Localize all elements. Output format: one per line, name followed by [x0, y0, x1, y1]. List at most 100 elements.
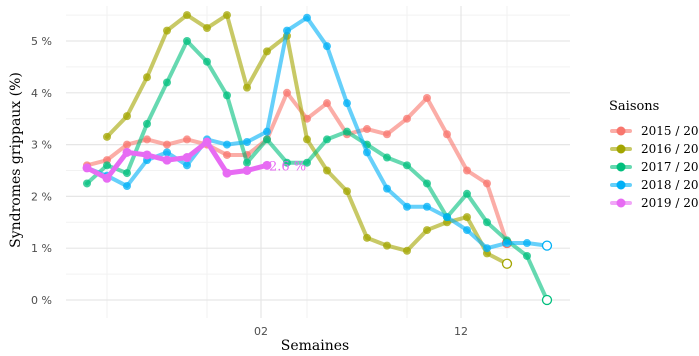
data-point — [523, 251, 531, 260]
y-tick-label: 2 % — [31, 190, 52, 203]
x-axis-title: Semaines — [281, 338, 349, 354]
legend-title: Saisons — [609, 99, 659, 114]
legend-label: 2018 / 2019 — [641, 178, 699, 192]
data-point — [163, 26, 171, 35]
data-point — [223, 150, 231, 159]
data-point — [202, 137, 212, 147]
y-tick-label: 4 % — [31, 87, 52, 100]
data-point — [82, 163, 92, 173]
data-point — [183, 135, 191, 144]
x-tick-label: 02 — [254, 325, 268, 338]
data-point — [243, 138, 251, 147]
data-point — [242, 166, 252, 175]
data-point — [142, 150, 152, 160]
data-point — [463, 226, 471, 235]
y-tick-label: 0 % — [31, 294, 52, 307]
series-end-point — [501, 258, 513, 269]
data-point — [283, 158, 291, 167]
data-point — [183, 161, 191, 170]
series-line — [85, 90, 509, 246]
data-point — [222, 168, 232, 178]
legend-label: 2015 / 2016 — [641, 124, 699, 138]
data-point — [443, 130, 451, 139]
data-point — [283, 26, 291, 35]
data-point — [263, 135, 271, 144]
data-point — [163, 140, 171, 149]
data-point — [323, 99, 331, 108]
data-point — [223, 11, 231, 20]
data-point — [343, 127, 351, 136]
data-point — [463, 166, 471, 175]
data-point — [523, 239, 531, 248]
legend-key-point — [616, 162, 626, 172]
data-point — [383, 241, 391, 250]
legend: Saisons 2015 / 2016 2016 / 2017 2017 / 201… — [609, 99, 699, 210]
data-point — [463, 213, 471, 222]
data-point — [163, 78, 171, 87]
data-point — [83, 179, 91, 188]
data-point — [303, 158, 311, 167]
data-point — [203, 57, 211, 66]
series-end-point — [541, 294, 553, 306]
legend-key-point — [616, 198, 626, 208]
data-point — [103, 132, 111, 141]
data-point — [223, 140, 231, 149]
data-point — [122, 147, 132, 157]
series-layer — [82, 11, 553, 306]
data-point — [263, 47, 271, 56]
data-point — [323, 135, 331, 144]
data-point — [263, 127, 271, 136]
data-point — [203, 24, 211, 33]
data-point — [423, 179, 431, 188]
legend-key-point — [616, 126, 626, 136]
data-point — [323, 166, 331, 175]
data-point — [123, 169, 131, 178]
data-point — [223, 91, 231, 100]
x-tick-label: 12 — [454, 325, 468, 338]
data-point — [323, 42, 331, 51]
legend-key-point — [616, 180, 626, 190]
data-point — [183, 37, 191, 45]
data-point — [443, 213, 451, 222]
data-point — [483, 244, 491, 253]
data-point — [403, 246, 411, 255]
y-axis-ticks: 0 % 1 % 2 % 3 % 4 % 5 % — [31, 35, 52, 307]
data-point — [363, 125, 371, 134]
data-point — [423, 226, 431, 235]
data-point — [483, 218, 491, 227]
y-tick-label: 3 % — [31, 139, 52, 152]
data-point — [383, 130, 391, 139]
data-point — [123, 140, 131, 149]
data-point — [143, 135, 151, 144]
data-point — [182, 153, 192, 163]
data-point — [383, 153, 391, 162]
data-point — [363, 148, 371, 157]
data-point — [163, 148, 171, 157]
data-point — [343, 99, 351, 108]
data-point — [143, 119, 151, 128]
data-point — [403, 161, 411, 170]
y-axis-title: Syndromes grippaux (%) — [8, 72, 24, 248]
data-point — [123, 182, 131, 191]
legend-key-point — [616, 144, 626, 154]
data-point — [102, 173, 112, 183]
data-point — [303, 135, 311, 144]
data-point — [123, 112, 131, 121]
y-tick-label: 1 % — [31, 242, 52, 255]
data-point — [243, 83, 251, 92]
data-point — [303, 13, 311, 22]
series-2016-2017 — [103, 11, 513, 269]
data-point — [103, 161, 111, 170]
data-point — [262, 160, 272, 170]
data-point — [463, 189, 471, 198]
data-point — [343, 187, 351, 196]
series-2019-2020 — [82, 137, 272, 183]
data-point — [423, 202, 431, 211]
data-point — [283, 88, 291, 97]
data-point — [243, 158, 251, 167]
current-value-annotation: 2.6 % — [269, 159, 306, 174]
data-point — [503, 239, 511, 248]
data-point — [423, 93, 431, 102]
